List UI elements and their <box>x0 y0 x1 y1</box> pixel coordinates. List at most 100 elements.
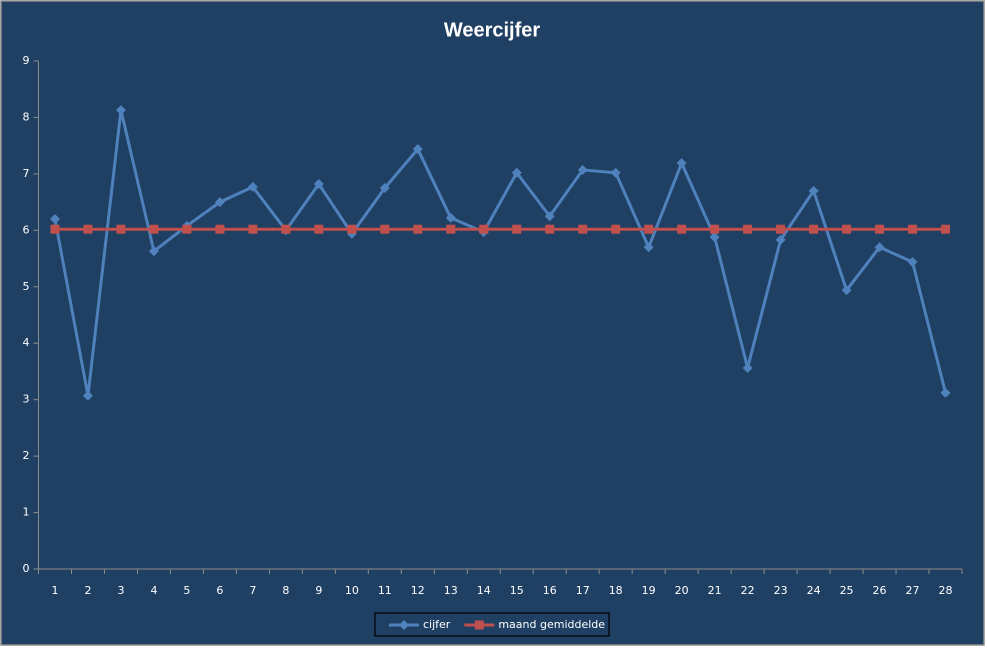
x-tick-label: 15 <box>510 584 524 597</box>
y-tick-label: 4 <box>23 336 30 349</box>
data-point <box>941 224 951 234</box>
data-point <box>511 167 522 178</box>
data-point <box>412 144 423 155</box>
x-tick-label: 24 <box>807 584 821 597</box>
x-tick-label: 4 <box>150 584 157 597</box>
x-tick-label: 23 <box>774 584 788 597</box>
data-point <box>215 224 225 234</box>
x-tick-label: 13 <box>444 584 458 597</box>
x-tick-label: 1 <box>51 584 58 597</box>
x-tick-label: 8 <box>282 584 289 597</box>
x-tick-label: 22 <box>741 584 755 597</box>
chart-title: Weercijfer <box>444 19 541 41</box>
y-tick-label: 9 <box>23 54 30 67</box>
data-point <box>841 285 852 296</box>
data-point <box>676 158 687 169</box>
data-point <box>643 242 654 253</box>
data-point <box>809 224 819 234</box>
x-tick-label: 26 <box>873 584 887 597</box>
data-point <box>149 224 159 234</box>
data-point <box>49 214 60 225</box>
data-point <box>545 224 555 234</box>
series-line <box>53 108 947 398</box>
data-point <box>313 179 324 190</box>
data-point <box>214 197 225 208</box>
data-point <box>512 224 522 234</box>
data-point <box>182 224 192 234</box>
data-point <box>907 256 918 267</box>
data-point <box>577 164 588 175</box>
legend-marker <box>399 620 409 630</box>
x-tick-label: 2 <box>84 584 91 597</box>
x-tick-label: 17 <box>576 584 590 597</box>
y-tick-label: 2 <box>23 449 30 462</box>
x-tick-label: 21 <box>708 584 722 597</box>
legend-label: maand gemiddelde <box>498 618 605 631</box>
data-point <box>710 224 720 234</box>
data-point <box>379 183 390 193</box>
y-tick-label: 0 <box>23 562 30 575</box>
x-tick-label: 16 <box>543 584 557 597</box>
data-point <box>578 224 588 234</box>
data-point <box>446 224 456 234</box>
data-point <box>610 167 621 178</box>
y-tick-label: 7 <box>23 167 30 180</box>
data-point <box>50 224 60 234</box>
y-tick-label: 6 <box>23 223 30 236</box>
data-point <box>413 224 423 234</box>
data-point <box>314 224 324 234</box>
data-point <box>775 234 786 245</box>
legend-label: cijfer <box>423 618 451 631</box>
data-point <box>709 232 720 243</box>
data-point <box>644 224 654 234</box>
y-tick-label: 5 <box>23 280 30 293</box>
data-point <box>908 224 918 234</box>
legend-box <box>374 612 610 637</box>
data-point <box>116 224 126 234</box>
data-point <box>776 224 786 234</box>
x-tick-label: 3 <box>117 584 124 597</box>
data-point <box>742 363 753 374</box>
x-tick-label: 28 <box>939 584 953 597</box>
data-point <box>347 224 357 234</box>
data-point <box>82 390 93 401</box>
x-tick-label: 25 <box>840 584 854 597</box>
x-tick-label: 6 <box>216 584 223 597</box>
data-point <box>677 224 687 234</box>
data-point <box>247 181 258 192</box>
y-tick-label: 8 <box>23 110 30 123</box>
y-tick-label: 3 <box>23 393 30 406</box>
legend: cijfer maand gemiddelde <box>374 612 610 637</box>
data-point <box>115 105 126 116</box>
data-point <box>842 224 852 234</box>
data-point <box>148 246 159 257</box>
data-point <box>248 224 258 234</box>
data-point <box>445 212 456 223</box>
data-point <box>380 224 390 234</box>
data-point <box>281 224 291 234</box>
data-point <box>611 224 621 234</box>
x-tick-label: 18 <box>609 584 623 597</box>
x-tick-label: 9 <box>315 584 322 597</box>
x-tick-label: 20 <box>675 584 689 597</box>
x-tick-label: 12 <box>411 584 425 597</box>
data-point <box>940 387 951 398</box>
data-point <box>808 185 819 196</box>
data-point <box>83 224 93 234</box>
data-point <box>875 224 885 234</box>
x-tick-label: 7 <box>249 584 256 597</box>
x-tick-label: 11 <box>378 584 392 597</box>
data-point <box>479 224 489 234</box>
y-tick-label: 1 <box>23 506 30 519</box>
legend-marker <box>474 620 484 630</box>
x-tick-label: 10 <box>345 584 359 597</box>
x-tick-label: 5 <box>183 584 190 597</box>
data-point <box>544 211 555 222</box>
x-tick-label: 14 <box>477 584 491 597</box>
x-tick-label: 27 <box>906 584 920 597</box>
x-tick-label: 19 <box>642 584 656 597</box>
data-point <box>874 242 885 253</box>
data-point <box>743 224 753 234</box>
